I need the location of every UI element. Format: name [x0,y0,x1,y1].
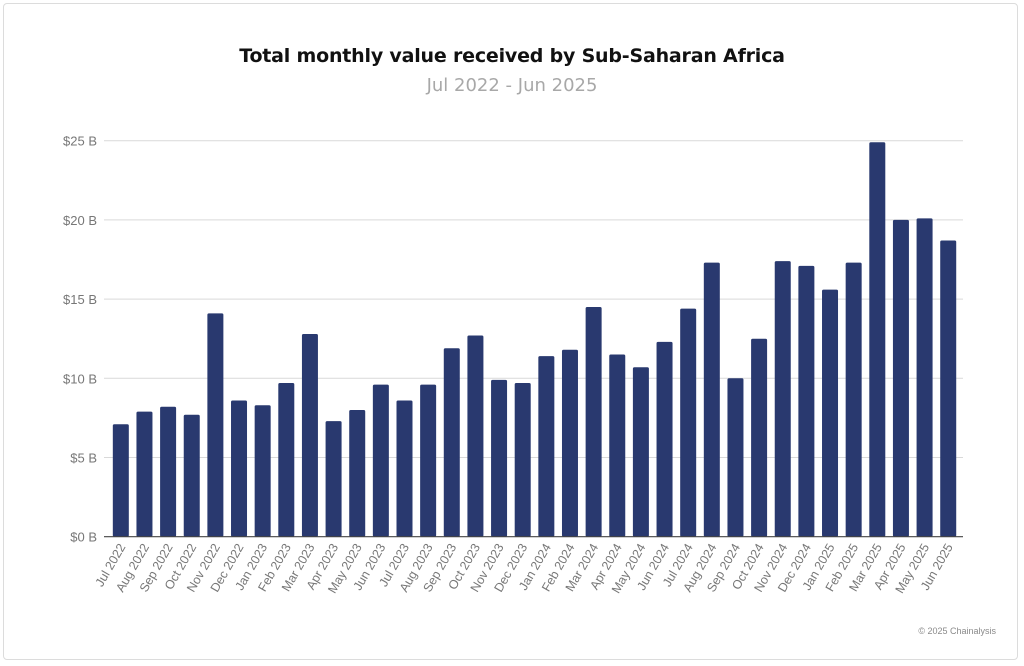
bar [538,356,555,537]
bar [585,307,602,537]
y-tick-label: $15 B [63,292,97,307]
bar [254,405,271,537]
bar [491,379,508,537]
bar [703,262,720,537]
bar [112,424,129,537]
y-tick-label: $0 B [70,530,97,545]
bar [609,354,626,537]
bar [278,383,295,537]
bar [751,338,768,537]
y-tick-label: $20 B [63,213,97,228]
bar [514,383,531,537]
bar [916,218,933,537]
bar [869,142,886,537]
chart-title: Total monthly value received by Sub-Saha… [239,45,785,67]
bar [798,265,815,537]
bar [396,400,413,537]
y-tick-label: $25 B [63,134,97,149]
bar [301,333,318,537]
y-tick-label: $10 B [63,371,97,386]
bar [561,349,578,537]
bar [680,308,697,537]
chart-subtitle: Jul 2022 - Jun 2025 [426,75,598,96]
bar [940,240,957,537]
bar [656,341,673,537]
chart-frame [3,3,1018,660]
bar [443,348,460,537]
bar [727,378,744,537]
bar [774,261,791,537]
bar [231,400,248,537]
bar [372,384,389,537]
bar [207,313,224,537]
bar [845,262,862,537]
bar [183,414,200,537]
copyright: © 2025 Chainalysis [918,626,996,636]
bar [822,289,839,537]
bar [632,367,649,537]
bar [136,411,153,537]
y-tick-label: $5 B [70,451,97,466]
bar [420,384,437,537]
bar [892,219,909,537]
bar [349,409,366,537]
bar [160,406,177,537]
bar [467,335,484,537]
bar [325,421,342,537]
